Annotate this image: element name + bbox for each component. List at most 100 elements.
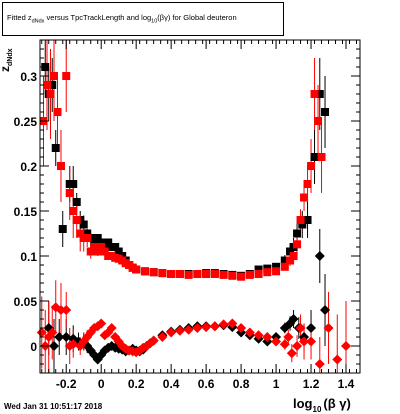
data-point-diamond bbox=[279, 339, 290, 350]
data-point-square bbox=[280, 256, 289, 265]
x-axis-title-sub: 10 bbox=[313, 405, 322, 414]
x-axis-title-main: log bbox=[293, 396, 313, 411]
data-point-diamond bbox=[306, 323, 317, 333]
data-point-square bbox=[86, 247, 95, 256]
data-point-diamond bbox=[174, 325, 185, 336]
data-point-square bbox=[300, 193, 309, 202]
data-point-square bbox=[42, 81, 51, 89]
data-point-diamond bbox=[341, 341, 352, 351]
data-point-diamond bbox=[218, 319, 229, 330]
data-point-square bbox=[296, 216, 305, 224]
y-tick-label: 0.3 bbox=[20, 70, 37, 84]
data-point-square bbox=[97, 243, 106, 251]
data-point-diamond bbox=[262, 332, 273, 342]
data-point-square bbox=[58, 225, 67, 233]
data-point-square bbox=[272, 262, 281, 271]
error-bars-layer bbox=[41, 40, 347, 373]
plot-frame bbox=[39, 39, 361, 374]
data-point-square bbox=[286, 247, 295, 256]
data-point-square bbox=[46, 90, 55, 98]
data-point-diamond bbox=[183, 324, 194, 335]
data-point-square bbox=[254, 270, 263, 278]
data-point-square bbox=[315, 90, 324, 98]
data-point-square bbox=[293, 229, 302, 238]
data-point-diamond bbox=[61, 332, 72, 342]
data-point-square bbox=[289, 252, 298, 260]
data-point-square bbox=[293, 240, 302, 249]
x-tick-label: 0.2 bbox=[128, 377, 145, 391]
data-point-square bbox=[184, 270, 193, 279]
data-point-square bbox=[210, 270, 219, 278]
data-point-diamond bbox=[288, 314, 299, 324]
data-point-square bbox=[254, 265, 263, 274]
data-point-square bbox=[310, 153, 319, 161]
data-point-square bbox=[132, 265, 141, 274]
y-axis-title-sub: dNdx bbox=[7, 48, 14, 66]
data-point-diamond bbox=[320, 305, 331, 315]
data-point-square bbox=[149, 268, 158, 277]
data-point-square bbox=[167, 270, 176, 278]
x-axis-title: log10 (β γ) bbox=[293, 396, 351, 414]
data-point-square bbox=[237, 272, 246, 281]
data-point-diamond bbox=[314, 359, 325, 369]
data-point-square bbox=[272, 267, 281, 276]
data-point-diamond bbox=[306, 336, 317, 347]
data-point-diamond bbox=[68, 339, 79, 350]
data-point-square bbox=[76, 229, 85, 238]
timestamp-footer: Wed Jan 31 10:51:17 2018 bbox=[4, 402, 103, 411]
data-point-square bbox=[310, 90, 319, 98]
x-tick-label: 1.2 bbox=[303, 377, 320, 391]
data-point-square bbox=[114, 247, 123, 256]
data-point-square bbox=[219, 270, 228, 279]
data-point-square bbox=[69, 180, 78, 188]
data-point-diamond bbox=[148, 335, 159, 346]
data-point-diamond bbox=[236, 323, 247, 333]
x-tick-label: 0.8 bbox=[233, 377, 250, 391]
data-point-square bbox=[90, 243, 99, 251]
data-point-diamond bbox=[96, 318, 107, 329]
x-axis-title-tail: (β γ) bbox=[323, 396, 350, 411]
data-point-square bbox=[79, 220, 88, 229]
x-tick-label: 0.6 bbox=[198, 377, 215, 391]
data-point-square bbox=[65, 189, 74, 197]
data-point-diamond bbox=[192, 323, 203, 333]
data-point-diamond bbox=[323, 323, 334, 333]
y-axis-title: zdNdx bbox=[0, 48, 14, 72]
data-point-square bbox=[245, 270, 254, 279]
y-tick-label: 0.25 bbox=[14, 115, 38, 129]
data-point-square bbox=[193, 270, 202, 278]
y-tick-label: 0.1 bbox=[20, 250, 37, 264]
data-point-diamond bbox=[106, 323, 117, 333]
data-point-square bbox=[280, 262, 289, 271]
data-point-square bbox=[202, 270, 211, 278]
data-point-square bbox=[56, 162, 65, 170]
data-point-diamond bbox=[286, 348, 297, 359]
data-point-square bbox=[49, 72, 58, 80]
data-point-square bbox=[307, 162, 316, 170]
y-tick-label: 0 bbox=[30, 340, 37, 354]
data-point-square bbox=[303, 216, 312, 224]
data-point-diamond bbox=[283, 332, 294, 342]
x-tick-label: 1.4 bbox=[338, 377, 355, 391]
data-point-diamond bbox=[47, 327, 58, 338]
data-point-square bbox=[90, 238, 99, 247]
data-point-diamond bbox=[292, 341, 303, 351]
data-point-square bbox=[317, 153, 326, 161]
data-point-diamond bbox=[253, 330, 264, 341]
data-point-square bbox=[158, 269, 167, 278]
data-point-diamond bbox=[201, 322, 212, 333]
data-point-square bbox=[93, 247, 102, 256]
data-point-square bbox=[321, 108, 330, 116]
data-point-square bbox=[104, 238, 113, 247]
markers-layer bbox=[36, 63, 352, 369]
data-point-diamond bbox=[299, 336, 310, 347]
x-tick-label: 1 bbox=[273, 377, 280, 391]
chart-title: Fitted zdNdx versus TpcTrackLength and l… bbox=[7, 13, 237, 25]
data-point-square bbox=[62, 72, 71, 80]
data-point-square bbox=[314, 117, 323, 125]
data-point-square bbox=[72, 216, 81, 224]
data-point-diamond bbox=[61, 305, 72, 315]
y-tick-label: 0.15 bbox=[14, 205, 38, 219]
x-tick-label: 0 bbox=[98, 377, 105, 391]
